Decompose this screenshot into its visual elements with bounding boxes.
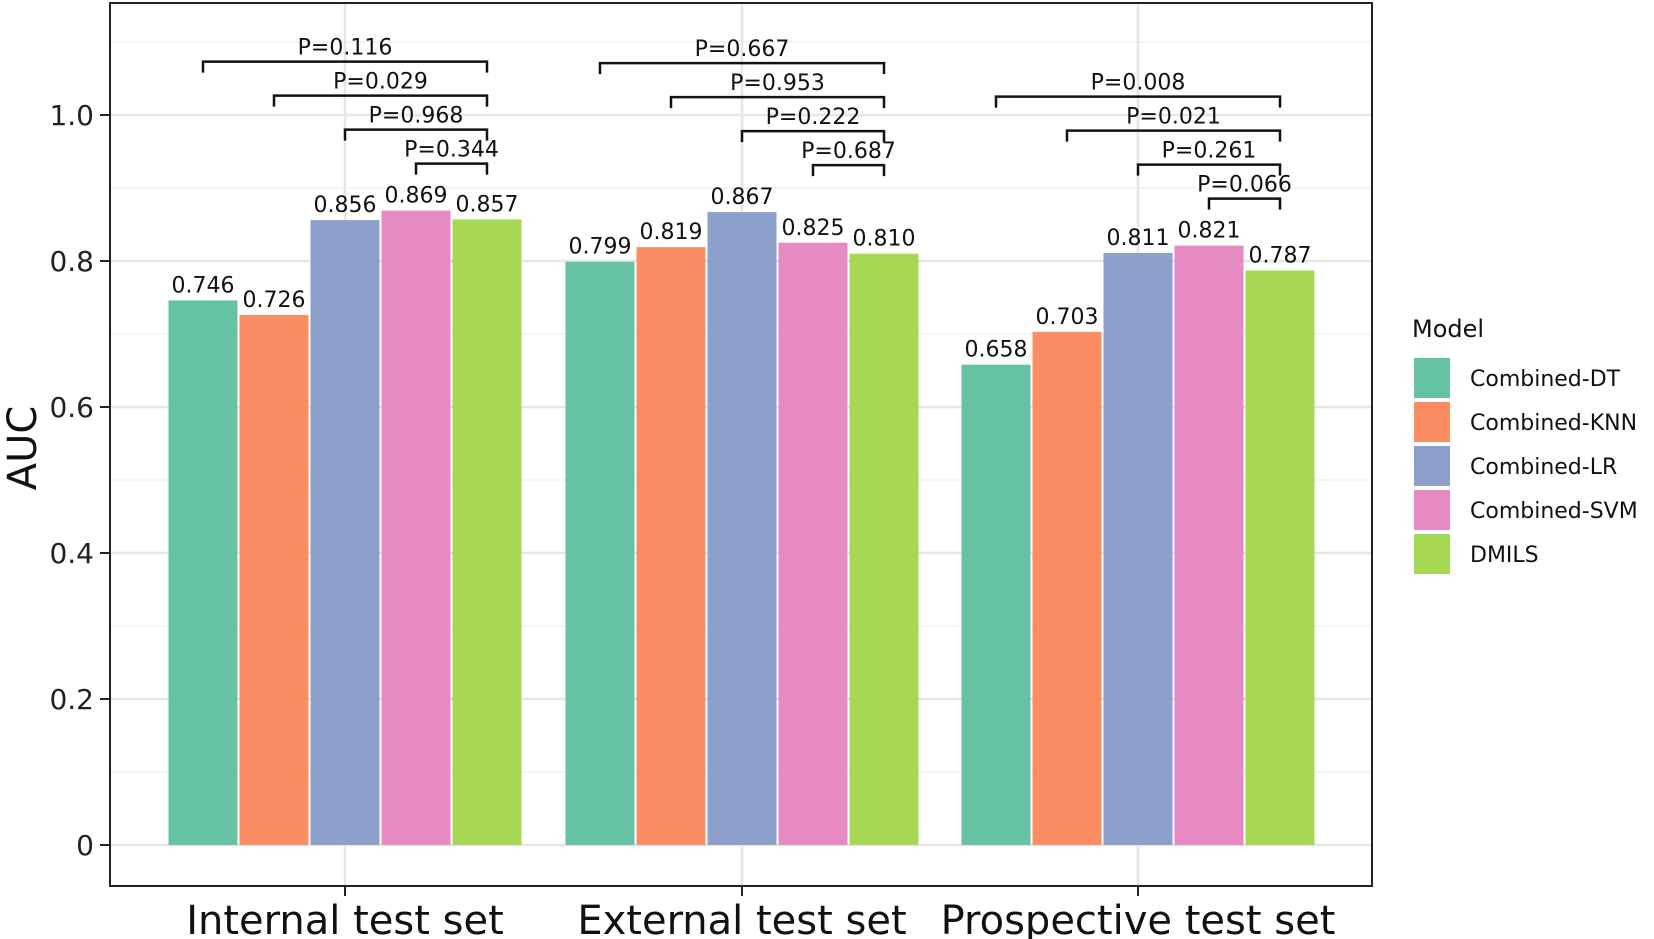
bars: 0.746 0.726 0.856 0.869 0.857 0.799 0.819 0.867…: [168, 184, 1315, 846]
p-value-label: P=0.116: [298, 36, 393, 61]
bar-combined-knn: [239, 315, 309, 845]
bar-combined-svm: [1174, 245, 1244, 846]
bar-value-label: 0.746: [172, 273, 235, 298]
significance-bracket: [994, 95, 1282, 108]
p-value-label: P=0.968: [369, 104, 464, 129]
p-value-label: P=0.344: [404, 138, 499, 163]
bar-combined-knn: [636, 247, 706, 845]
y-tick-label: 0: [76, 829, 94, 862]
y-tick-label: 0.6: [49, 391, 94, 424]
significance-bracket: [740, 129, 886, 143]
bar-dmils: [849, 253, 919, 845]
bar-value-label: 0.869: [385, 184, 448, 209]
legend: Model Combined-DT Combined-KNN Combined-LR…: [1412, 315, 1638, 574]
p-value-label: P=0.261: [1162, 139, 1257, 164]
bar-combined-svm: [778, 242, 848, 845]
p-value-label: P=0.029: [333, 70, 428, 95]
significance-brackets: P=0.116 P=0.029 P=0.968 P=0.344 P=0.667 P=0.9…: [201, 36, 1292, 210]
p-value-label: P=0.687: [801, 139, 896, 164]
p-value-label: P=0.066: [1197, 173, 1292, 198]
x-category-label: Internal test set: [186, 898, 504, 939]
axes: 0 0.2 0.4 0.6 0.8 1.0 Internal test set Externa…: [49, 2, 1373, 939]
bar-value-label: 0.856: [314, 193, 377, 218]
y-axis-title: AUC: [0, 406, 46, 491]
y-tick-label: 1.0: [49, 99, 94, 132]
bar-value-label: 0.811: [1107, 226, 1170, 251]
legend-item-label: Combined-KNN: [1470, 411, 1637, 436]
legend-swatch: [1414, 490, 1450, 530]
bar-value-label: 0.703: [1036, 305, 1099, 330]
bar-dmils: [1245, 270, 1315, 845]
legend-swatch: [1414, 402, 1450, 442]
bar-combined-lr: [707, 212, 777, 846]
bar-value-label: 0.867: [711, 185, 774, 210]
y-tick-label: 0.4: [49, 537, 94, 570]
legend-swatch: [1414, 446, 1450, 486]
bar-value-label: 0.799: [569, 235, 632, 260]
p-value-label: P=0.222: [766, 105, 861, 130]
bar-value-label: 0.825: [782, 216, 845, 241]
p-value-label: P=0.953: [730, 71, 825, 96]
significance-bracket: [598, 61, 886, 75]
p-value-label: P=0.667: [695, 37, 790, 62]
bar-value-label: 0.857: [456, 192, 519, 217]
bar-combined-dt: [565, 261, 635, 846]
bar-dmils: [452, 219, 522, 845]
bar-combined-svm: [381, 210, 451, 845]
bar-combined-dt: [168, 300, 238, 845]
significance-bracket: [811, 163, 886, 177]
legend-item-label: Combined-LR: [1470, 455, 1617, 480]
significance-bracket: [1065, 129, 1282, 142]
bar-combined-lr: [310, 220, 380, 845]
bar-combined-dt: [961, 364, 1031, 845]
significance-bracket: [201, 60, 489, 73]
y-tick-label: 0.2: [49, 683, 94, 716]
x-category-label: Prospective test set: [941, 898, 1336, 939]
p-value-label: P=0.008: [1091, 71, 1186, 96]
legend-swatch: [1414, 358, 1450, 398]
bar-combined-knn: [1032, 331, 1102, 845]
legend-title: Model: [1412, 315, 1484, 343]
legend-swatch: [1414, 534, 1450, 574]
bar-value-label: 0.726: [243, 288, 306, 313]
bar-combined-lr: [1103, 252, 1173, 846]
legend-item-label: Combined-DT: [1470, 367, 1621, 392]
bar-value-label: 0.658: [965, 338, 1028, 363]
significance-bracket: [272, 94, 489, 107]
significance-bracket: [669, 95, 886, 109]
p-value-label: P=0.021: [1126, 105, 1221, 130]
y-tick-label: 0.8: [49, 245, 94, 278]
significance-bracket: [414, 162, 489, 175]
bar-value-label: 0.810: [853, 227, 916, 252]
significance-bracket: [1136, 163, 1282, 176]
significance-bracket: [1207, 197, 1282, 210]
legend-item-label: DMILS: [1470, 543, 1539, 568]
significance-bracket: [343, 128, 489, 141]
legend-item-label: Combined-SVM: [1470, 499, 1638, 524]
bar-value-label: 0.787: [1249, 243, 1312, 268]
x-category-label: External test set: [577, 898, 906, 939]
bar-value-label: 0.819: [640, 220, 703, 245]
bar-value-label: 0.821: [1178, 219, 1241, 244]
